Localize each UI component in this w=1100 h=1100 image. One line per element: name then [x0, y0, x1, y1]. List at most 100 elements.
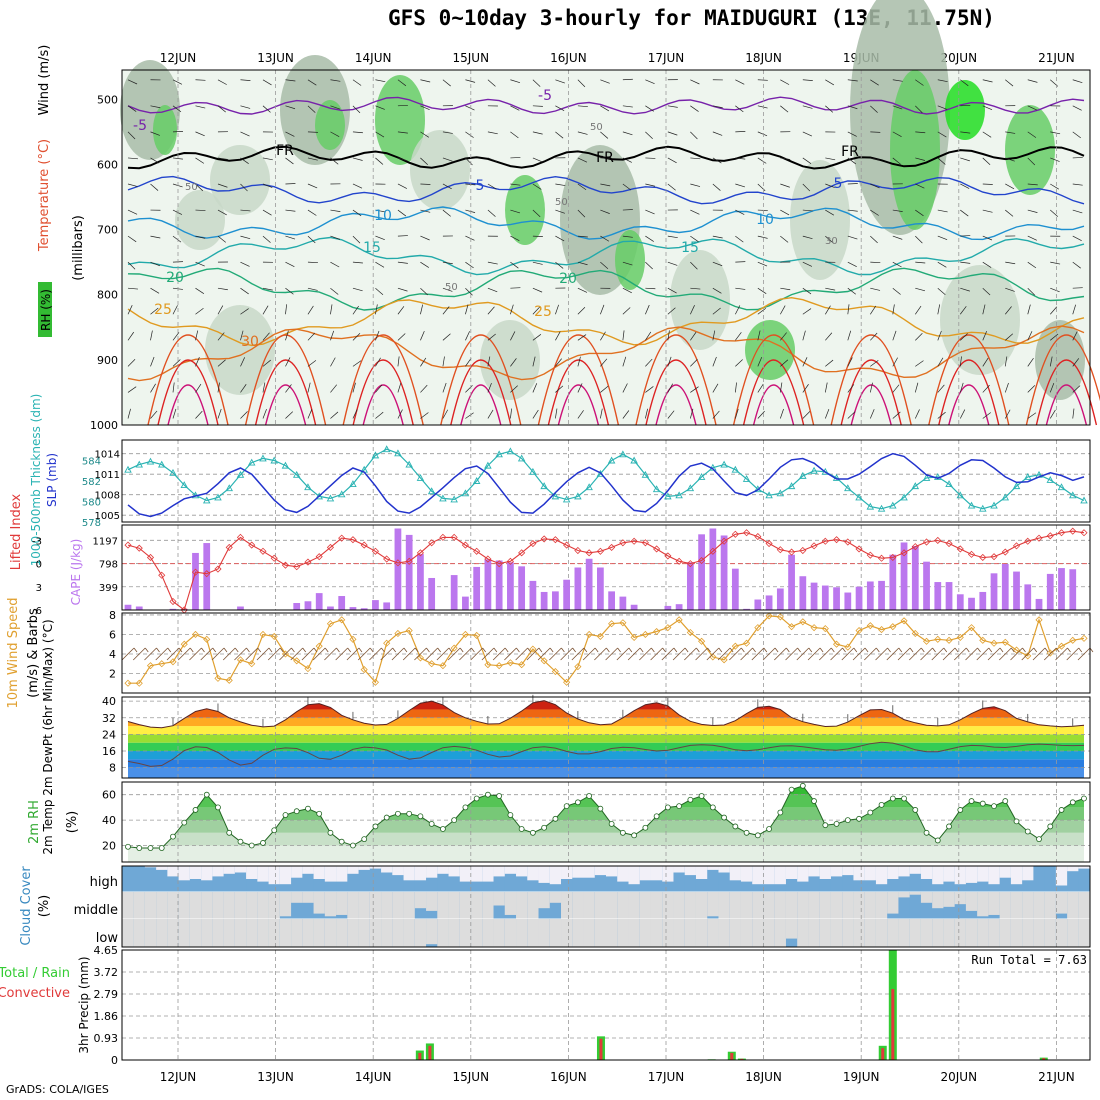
wind-speed-point — [518, 661, 526, 669]
cape-bar — [372, 600, 379, 610]
cloud-gap — [403, 892, 416, 919]
cloud-gap — [718, 866, 731, 873]
cloud-gap — [302, 892, 315, 903]
wind-barb — [982, 183, 993, 185]
lifted-index-point — [293, 563, 301, 571]
rh-point — [664, 804, 671, 811]
cloud-gap — [549, 866, 562, 885]
precip-convective-bar — [730, 1052, 734, 1060]
wind-barb — [757, 261, 768, 267]
wind-barb — [1072, 209, 1083, 214]
wind-speed-point — [630, 633, 638, 641]
surface-wind-barb-tick — [842, 647, 846, 653]
cloud-cell — [144, 866, 157, 892]
rh-point — [754, 832, 761, 839]
surface-wind-barb-tick — [448, 647, 453, 653]
lifted-index-point — [889, 553, 897, 562]
isotherm-label: 20 — [166, 270, 184, 286]
wind-barb — [982, 304, 986, 315]
wind-barb — [195, 157, 205, 164]
surface-wind-barb — [796, 647, 810, 661]
wind-barb — [870, 183, 880, 189]
wind-barb — [1004, 356, 1008, 367]
wind-barb — [1027, 287, 1036, 296]
wind-speed-point — [405, 626, 413, 635]
surface-wind-barb — [402, 647, 416, 661]
cloud-gap — [257, 919, 270, 947]
cloud-gap — [516, 892, 528, 919]
wind-speed-point — [698, 637, 706, 645]
surface-wind-barb-tick — [606, 647, 610, 653]
surface-wind-barb-tick — [392, 647, 397, 653]
rh-point — [732, 823, 739, 830]
cloud-gap — [504, 866, 517, 874]
cloud-gap — [561, 919, 573, 947]
wind-barb — [510, 79, 521, 84]
rh-point — [1036, 836, 1042, 843]
wind-speed-point — [428, 660, 436, 668]
surface-wind-barb — [436, 647, 450, 661]
cape-bar — [540, 591, 548, 610]
wind-barb — [667, 157, 677, 164]
wind-barb — [487, 183, 497, 190]
surface-wind-barb — [1010, 647, 1023, 661]
wind-speed-point — [461, 630, 469, 639]
cloud-cell — [583, 866, 596, 892]
cloud-gap — [639, 919, 652, 947]
thickness-point — [202, 496, 211, 504]
slp-tick-label: 1008 — [95, 491, 120, 502]
cloud-gap — [718, 892, 731, 919]
lifted-index-point — [922, 538, 931, 546]
wind-barb — [172, 305, 178, 315]
cloud-gap — [662, 892, 674, 919]
cloud-gap — [291, 892, 303, 903]
cloud-gap — [763, 919, 776, 947]
rh-shading — [505, 175, 545, 245]
legend-wind: Wind (m/s) — [37, 45, 52, 116]
thickness-point — [664, 492, 672, 500]
cloud-gap — [617, 919, 629, 947]
surface-wind-barb — [751, 647, 765, 661]
wind-barb — [1072, 131, 1081, 139]
cloud-gap — [864, 919, 877, 947]
wind-barb — [555, 79, 565, 84]
date-label-top: 13JUN — [257, 51, 294, 65]
cape-bar — [664, 605, 672, 610]
wind-barb — [915, 261, 926, 264]
cloud-gap — [673, 866, 686, 873]
rh-point — [766, 826, 772, 832]
wind-barb — [217, 287, 228, 291]
surface-wind-barb — [684, 647, 697, 661]
cloud-gap — [347, 866, 360, 874]
wind-barb — [127, 331, 135, 341]
wind-barb — [532, 235, 543, 237]
cloud-gap — [797, 866, 809, 882]
wind-speed-point — [641, 630, 649, 639]
isotherm-arch — [147, 334, 229, 426]
wind-speed-point — [180, 640, 188, 648]
cape-bar — [518, 566, 526, 610]
wind-barb — [285, 287, 294, 295]
wind-barb — [285, 79, 296, 82]
surface-wind-barb-tick — [808, 647, 813, 653]
wind-barb — [420, 412, 429, 419]
wind-barb — [779, 382, 783, 393]
cape-bar — [552, 591, 559, 610]
isotherm-label: FR — [596, 150, 614, 166]
lifted-index-point — [709, 547, 717, 555]
rh-contour-label: 30 — [825, 236, 838, 247]
surface-wind-barb — [1055, 647, 1068, 661]
wind-speed-point — [416, 654, 424, 662]
wind-barb — [667, 235, 678, 239]
wind-barb — [735, 131, 746, 133]
cloud-cell — [842, 866, 854, 892]
surface-wind-barb-tick — [729, 647, 734, 653]
cloud-gap — [1055, 892, 1068, 914]
wind-barb — [285, 330, 289, 341]
isotherm-label: 10 — [756, 212, 774, 228]
wind-barb — [127, 183, 138, 187]
cloud-gap — [223, 919, 236, 947]
lifted-index-point — [877, 554, 886, 562]
cloud-cell — [999, 866, 1012, 892]
